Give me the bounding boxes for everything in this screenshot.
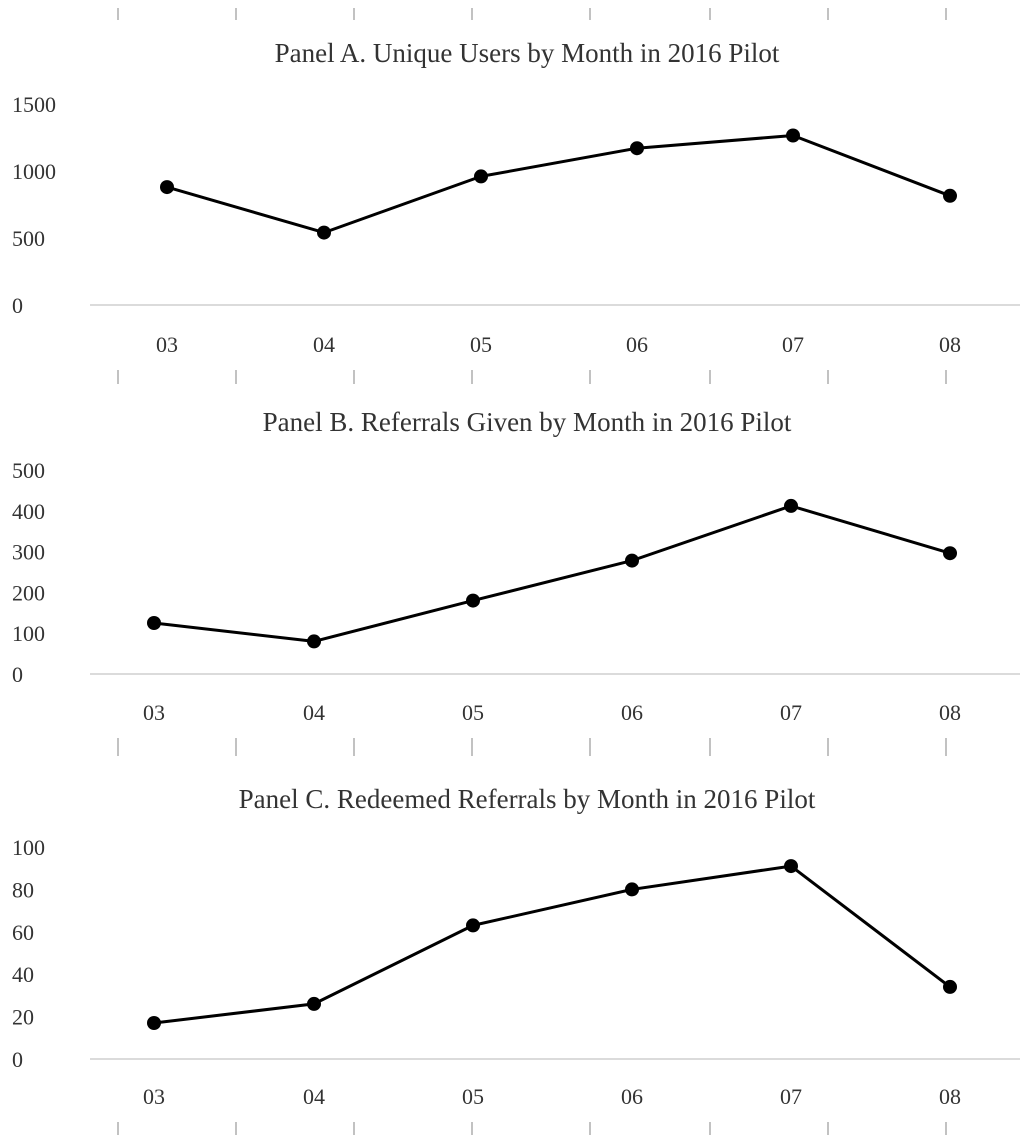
- data-point: [784, 498, 798, 513]
- y-tick-label: 400: [12, 499, 45, 524]
- data-point: [943, 188, 957, 203]
- x-tick-label: 05: [470, 332, 492, 357]
- x-tick-label: 07: [782, 332, 804, 357]
- y-tick-label: 60: [12, 920, 34, 945]
- data-point: [630, 141, 644, 156]
- chart-panel-2: Panel B. Referrals Given by Month in 201…: [12, 407, 1020, 756]
- data-point: [625, 882, 639, 897]
- x-tick-label: 08: [939, 332, 961, 357]
- chart-title: Panel B. Referrals Given by Month in 201…: [263, 407, 792, 437]
- chart-title: Panel A. Unique Users by Month in 2016 P…: [275, 38, 780, 68]
- series-line: [153, 504, 951, 643]
- x-tick-label: 07: [780, 700, 802, 725]
- y-tick-label: 100: [12, 621, 45, 646]
- data-point: [147, 616, 161, 630]
- x-tick-label: 04: [313, 332, 335, 357]
- data-point: [307, 634, 321, 649]
- x-tick-label: 08: [939, 1084, 961, 1109]
- data-point: [786, 128, 800, 143]
- data-point: [474, 169, 488, 184]
- x-tick-label: 08: [939, 700, 961, 725]
- x-tick-label: 03: [143, 1084, 165, 1109]
- x-tick-label: 05: [462, 1084, 484, 1109]
- y-tick-label: 500: [12, 458, 45, 483]
- data-point: [784, 859, 798, 874]
- series-line: [153, 864, 951, 1025]
- y-tick-label: 1000: [12, 159, 56, 184]
- data-point: [943, 546, 957, 561]
- x-tick-label: 07: [780, 1084, 802, 1109]
- x-tick-label: 06: [621, 700, 643, 725]
- x-tick-label: 06: [621, 1084, 643, 1109]
- y-tick-label: 100: [12, 835, 45, 860]
- y-tick-label: 200: [12, 580, 45, 605]
- chart-panel-3: Panel C. Redeemed Referrals by Month in …: [12, 784, 1020, 1135]
- x-tick-label: 03: [143, 700, 165, 725]
- x-tick-label: 05: [462, 700, 484, 725]
- x-tick-label: 04: [303, 700, 325, 725]
- y-tick-label: 20: [12, 1005, 34, 1030]
- chart-title: Panel C. Redeemed Referrals by Month in …: [239, 784, 816, 814]
- data-point: [943, 979, 957, 994]
- y-tick-label: 0: [12, 662, 23, 687]
- x-tick-label: 06: [626, 332, 648, 357]
- y-tick-label: 500: [12, 226, 45, 251]
- data-point: [307, 996, 321, 1011]
- y-tick-label: 80: [12, 877, 34, 902]
- data-point: [466, 918, 480, 933]
- data-point: [317, 225, 331, 240]
- data-point: [160, 180, 174, 195]
- y-tick-label: 0: [12, 1047, 23, 1072]
- data-point: [625, 553, 639, 568]
- y-tick-label: 300: [12, 540, 45, 565]
- data-point: [466, 593, 480, 608]
- x-tick-label: 04: [303, 1084, 325, 1109]
- x-tick-label: 03: [156, 332, 178, 357]
- data-point: [147, 1016, 161, 1030]
- y-tick-label: 0: [12, 293, 23, 318]
- y-tick-label: 1500: [12, 92, 56, 117]
- y-tick-label: 40: [12, 962, 34, 987]
- series-line: [166, 134, 951, 235]
- chart-panel-1: Panel A. Unique Users by Month in 2016 P…: [12, 38, 1020, 384]
